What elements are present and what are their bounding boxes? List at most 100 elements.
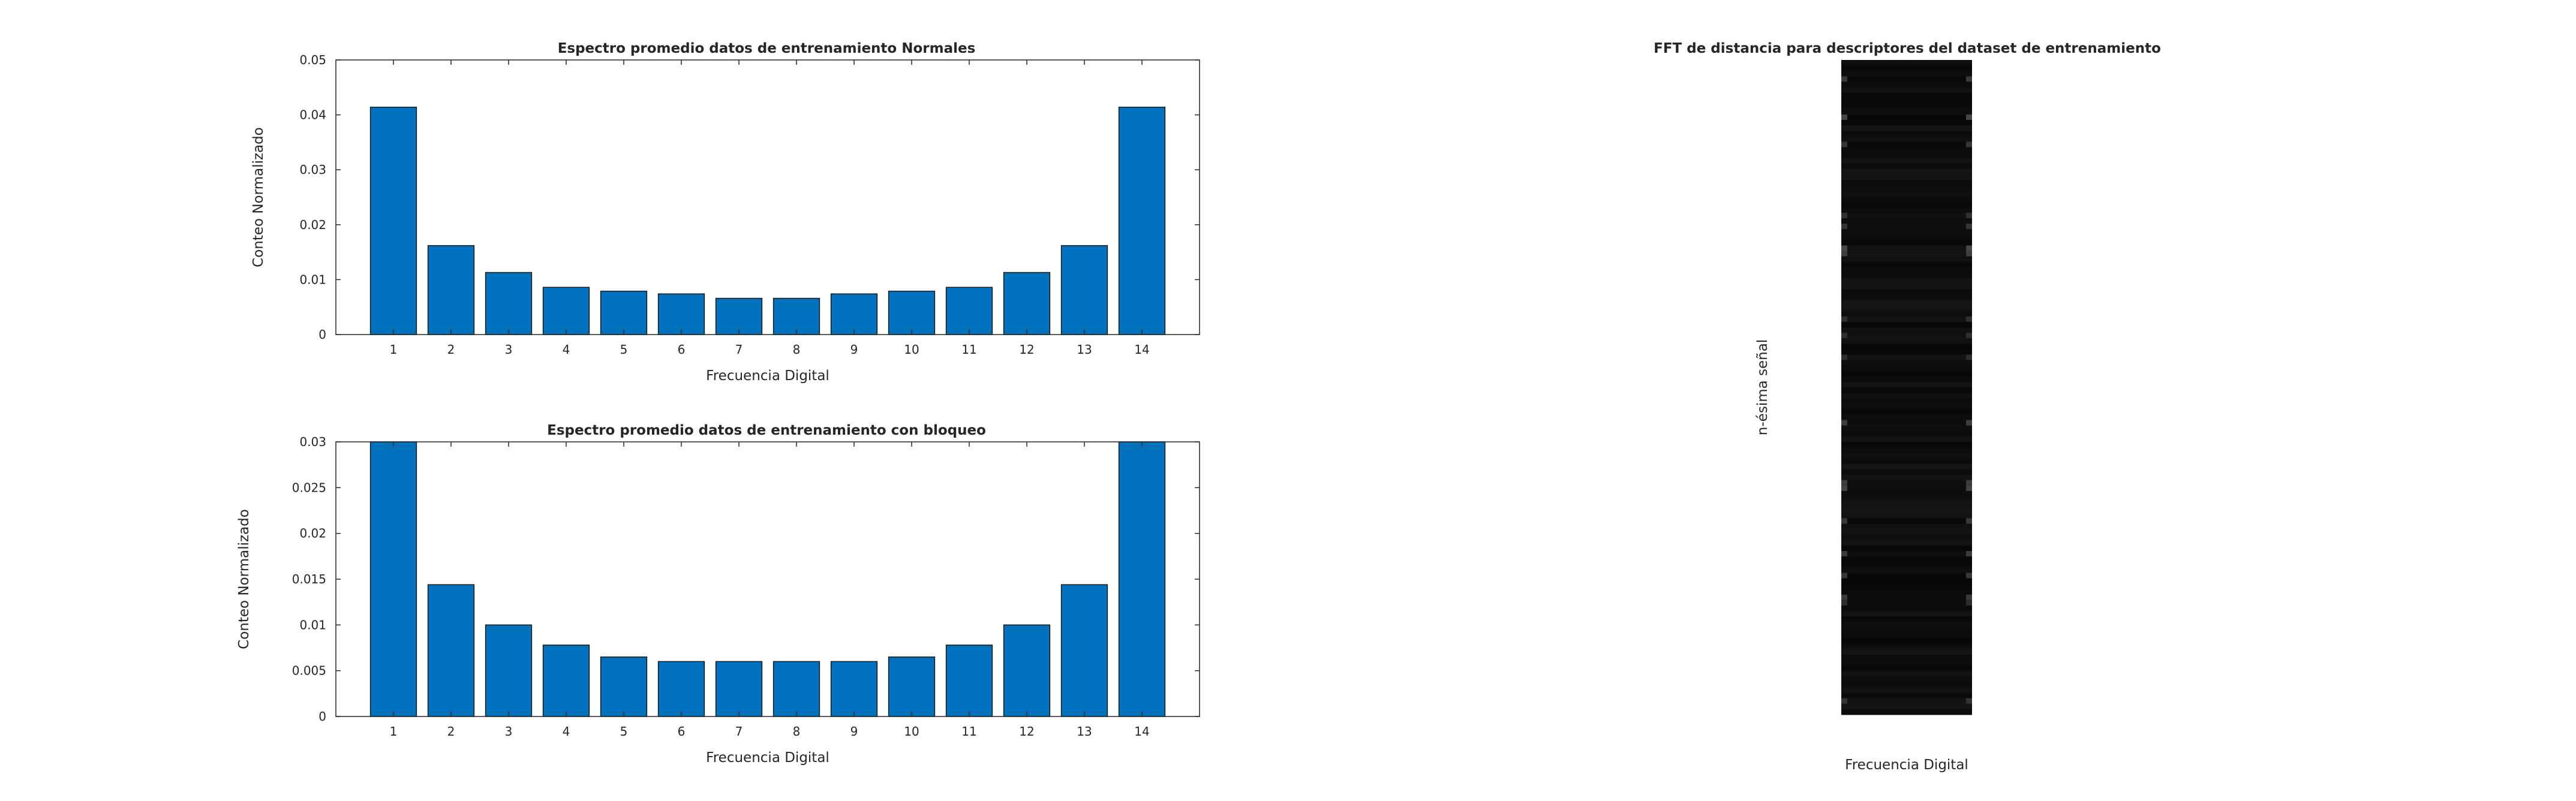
heatmap-row bbox=[1841, 300, 1972, 306]
heatmap-cell-right bbox=[1966, 141, 1972, 147]
heatmap-row bbox=[1841, 240, 1972, 246]
heatmap-row bbox=[1841, 654, 1972, 661]
heatmap-row bbox=[1841, 682, 1972, 688]
x-tick-label: 3 bbox=[505, 724, 513, 739]
heatmap-row bbox=[1841, 87, 1972, 94]
bar-13 bbox=[1060, 584, 1108, 717]
heatmap-row bbox=[1841, 92, 1972, 99]
x-tick-label: 1 bbox=[390, 342, 398, 357]
heatmap-cell-right bbox=[1966, 251, 1972, 257]
heatmap-row bbox=[1841, 606, 1972, 612]
heatmap-row bbox=[1841, 414, 1972, 421]
x-tick-label: 6 bbox=[678, 342, 686, 357]
chart2-bars bbox=[369, 441, 1166, 717]
bar-11 bbox=[945, 287, 993, 335]
heatmap-row bbox=[1841, 115, 1972, 121]
heatmap-row bbox=[1841, 174, 1972, 180]
heatmap-row bbox=[1841, 289, 1972, 295]
x-tick-label: 12 bbox=[1019, 342, 1034, 357]
heatmap-row bbox=[1841, 469, 1972, 475]
heatmap-row bbox=[1841, 191, 1972, 197]
heatmap-row bbox=[1841, 671, 1972, 677]
y-tick-label: 0.02 bbox=[299, 526, 326, 541]
heatmap-row bbox=[1841, 131, 1972, 137]
heatmap-row bbox=[1841, 463, 1972, 469]
heatmap-cell-left bbox=[1841, 485, 1847, 491]
heatmap-cell-left bbox=[1841, 600, 1847, 606]
heatmap-row bbox=[1841, 163, 1972, 170]
heatmap-row bbox=[1841, 523, 1972, 530]
x-tick-label: 11 bbox=[961, 342, 976, 357]
heatmap-row bbox=[1841, 349, 1972, 355]
bar-1 bbox=[369, 441, 417, 717]
heatmap-row bbox=[1841, 251, 1972, 257]
heatmap-cell-left bbox=[1841, 115, 1847, 121]
heatmap-row bbox=[1841, 490, 1972, 497]
x-tick-label: 10 bbox=[904, 342, 919, 357]
heatmap-cell-left bbox=[1841, 224, 1847, 230]
heatmap-row bbox=[1841, 109, 1972, 115]
x-tick-label: 5 bbox=[620, 724, 628, 739]
heatmap-fft-distancia: FFT de distancia para descriptores del d… bbox=[1654, 41, 2161, 773]
bar-8 bbox=[773, 661, 820, 717]
bar-chart-normales: Espectro promedio datos de entrenamiento… bbox=[251, 41, 1200, 384]
heatmap-row bbox=[1841, 687, 1972, 694]
y-tick-label: 0.04 bbox=[299, 108, 326, 122]
bar-4 bbox=[542, 645, 590, 717]
chart1-bars bbox=[369, 107, 1166, 335]
heatmap-cell-right bbox=[1966, 224, 1972, 230]
heatmap-row bbox=[1841, 578, 1972, 585]
bar-9 bbox=[830, 661, 878, 717]
heatmap-cell-right bbox=[1966, 573, 1972, 579]
heatmap-row bbox=[1841, 256, 1972, 263]
heatmap-row bbox=[1841, 158, 1972, 164]
heatmap-row bbox=[1841, 103, 1972, 110]
x-tick-label: 7 bbox=[735, 724, 743, 739]
heatmap-cell-right bbox=[1966, 420, 1972, 426]
x-tick-label: 14 bbox=[1134, 342, 1149, 357]
heatmap-row bbox=[1841, 71, 1972, 77]
heatmap-row bbox=[1841, 201, 1972, 208]
heatmap-cell-right bbox=[1966, 354, 1972, 360]
heatmap-cell-right bbox=[1966, 245, 1972, 251]
y-tick-label: 0.03 bbox=[299, 435, 326, 449]
heatmap-row bbox=[1841, 589, 1972, 595]
chart1-title: Espectro promedio datos de entrenamiento… bbox=[558, 41, 976, 56]
heatmap-row bbox=[1841, 540, 1972, 546]
x-tick-label: 6 bbox=[678, 724, 686, 739]
heatmap-cell-right bbox=[1966, 551, 1972, 557]
heatmap-row bbox=[1841, 371, 1972, 377]
x-tick-label: 12 bbox=[1019, 724, 1034, 739]
heatmap-row bbox=[1841, 169, 1972, 175]
heatmap-row bbox=[1841, 622, 1972, 628]
heatmap-row bbox=[1841, 321, 1972, 328]
heatmap-row bbox=[1841, 98, 1972, 104]
bar-5 bbox=[600, 290, 648, 335]
heatmap-cell-right bbox=[1966, 698, 1972, 704]
heatmap-row bbox=[1841, 354, 1972, 360]
heatmap-row bbox=[1841, 76, 1972, 82]
heatmap-row bbox=[1841, 594, 1972, 601]
x-tick-label: 4 bbox=[563, 342, 570, 357]
heatmap-row bbox=[1841, 376, 1972, 383]
heatmap-cell-left bbox=[1841, 594, 1847, 600]
heatmap-row bbox=[1841, 430, 1972, 437]
heatmap-row bbox=[1841, 474, 1972, 481]
heatmap-row bbox=[1841, 212, 1972, 219]
heatmap-cell-left bbox=[1841, 354, 1847, 360]
heatmap-row bbox=[1841, 529, 1972, 535]
heatmap-cell-right bbox=[1966, 76, 1972, 82]
heatmap-row bbox=[1841, 305, 1972, 312]
heatmap-row bbox=[1841, 627, 1972, 633]
heatmap-row bbox=[1841, 311, 1972, 317]
bar-7 bbox=[715, 297, 763, 335]
y-tick-label: 0.05 bbox=[299, 53, 326, 67]
heatmap-row bbox=[1841, 365, 1972, 372]
heatmap-row bbox=[1841, 267, 1972, 273]
bar-5 bbox=[600, 657, 648, 717]
heatmap-row bbox=[1841, 261, 1972, 268]
heatmap-cell-right bbox=[1966, 518, 1972, 524]
heatmap-row bbox=[1841, 125, 1972, 131]
y-tick-label: 0.025 bbox=[292, 480, 326, 495]
x-tick-label: 13 bbox=[1077, 724, 1092, 739]
